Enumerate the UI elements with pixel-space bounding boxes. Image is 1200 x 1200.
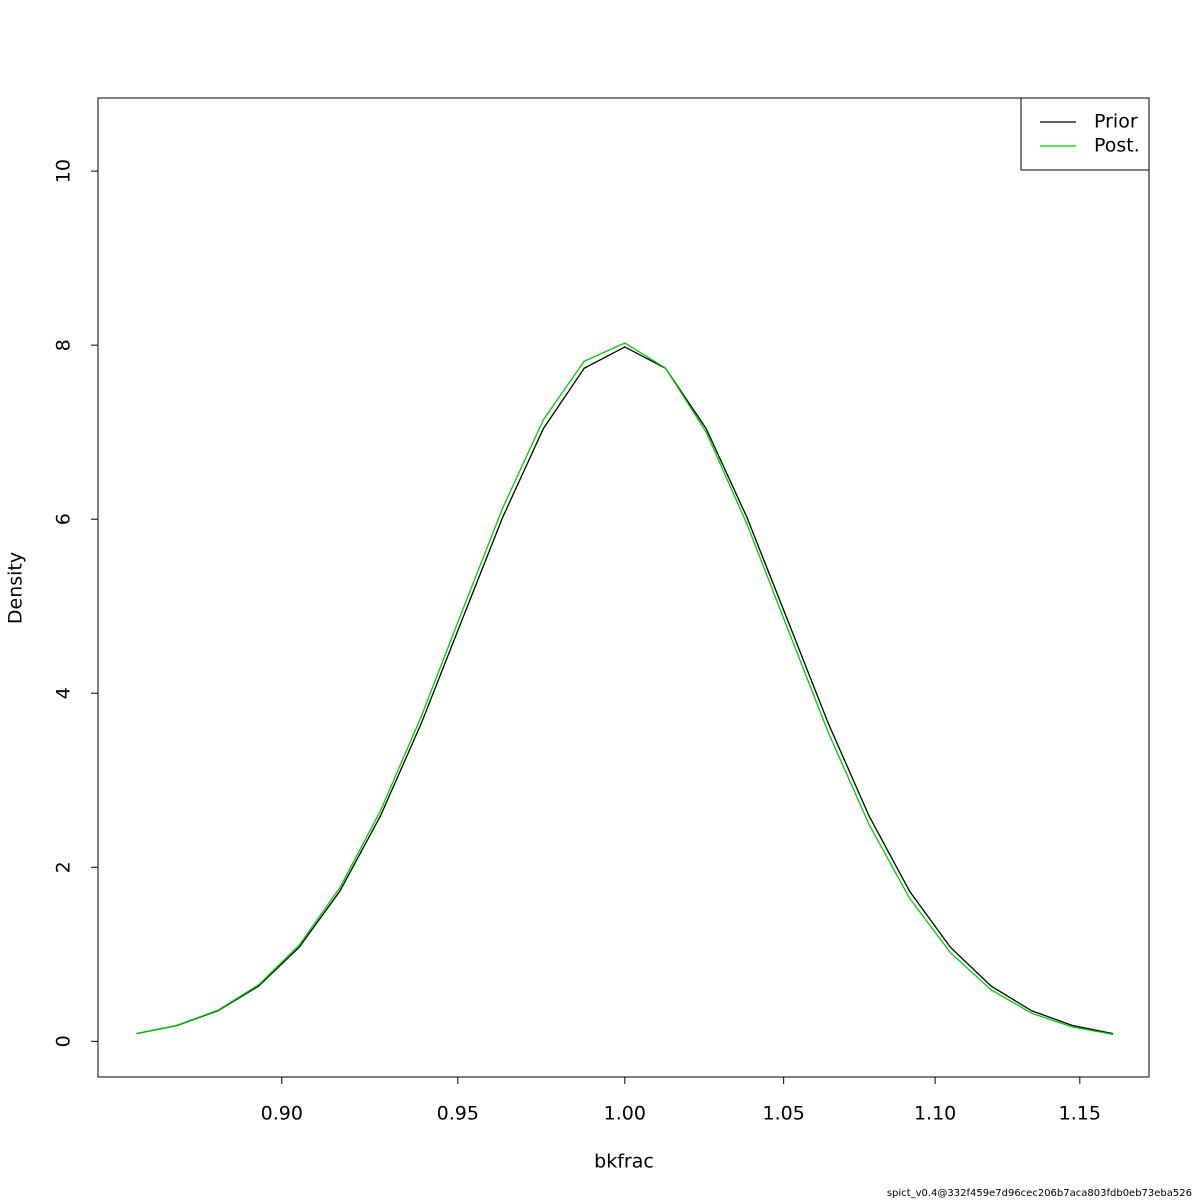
footer: spict_v0.4@332f459e7d96cec206b7aca803fdb… — [887, 1188, 1192, 1199]
x-tick-label: 0.90 — [261, 1103, 303, 1125]
x-axis-label: bkfrac — [594, 1151, 654, 1173]
y-tick-label: 2 — [53, 861, 75, 873]
x-tick-label: 1.05 — [762, 1103, 804, 1125]
legend-box — [1020, 97, 1150, 171]
legend-label: Prior — [1094, 111, 1138, 133]
x-tick-label: 1.15 — [1059, 1103, 1101, 1125]
plot-box — [97, 97, 1150, 1078]
y-axis-label: Density — [5, 552, 27, 624]
x-tick-label: 0.95 — [437, 1103, 479, 1125]
series-line — [136, 346, 1114, 1035]
y-tick-label: 6 — [53, 513, 75, 525]
y-tick-label: 0 — [53, 1035, 75, 1047]
legend-label: Post. — [1094, 135, 1140, 157]
y-tick-label: 10 — [53, 159, 75, 183]
x-tick-label: 1.10 — [914, 1103, 956, 1125]
x-tick-label: 1.00 — [604, 1103, 646, 1125]
series-line — [136, 342, 1114, 1036]
y-tick-label: 8 — [53, 339, 75, 351]
y-tick-label: 4 — [53, 687, 75, 699]
